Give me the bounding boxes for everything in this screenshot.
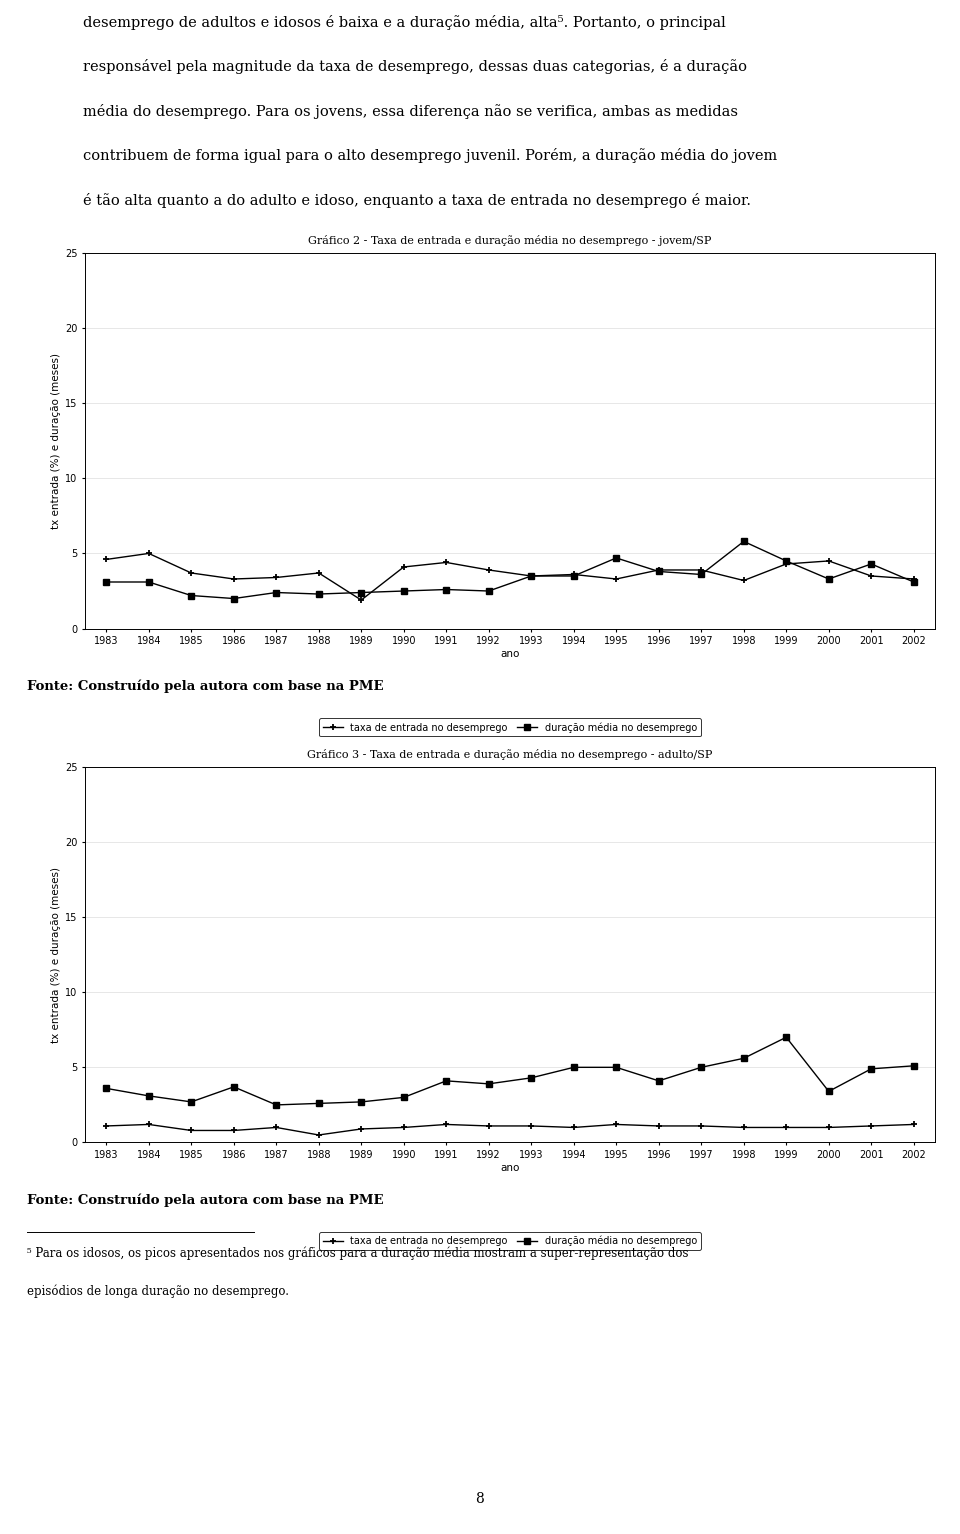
X-axis label: ano: ano	[500, 1163, 519, 1174]
Legend: taxa de entrada no desemprego, duração média no desemprego: taxa de entrada no desemprego, duração m…	[320, 1232, 701, 1250]
Text: é tão alta quanto a do adulto e idoso, enquanto a taxa de entrada no desemprego : é tão alta quanto a do adulto e idoso, e…	[84, 193, 751, 209]
Text: contribuem de forma igual para o alto desemprego juvenil. Porém, a duração média: contribuem de forma igual para o alto de…	[84, 149, 778, 164]
Text: Fonte: Construído pela autora com base na PME: Fonte: Construído pela autora com base n…	[28, 680, 384, 693]
Title: Gráfico 2 - Taxa de entrada e duração média no desemprego - jovem/SP: Gráfico 2 - Taxa de entrada e duração mé…	[308, 235, 711, 247]
Title: Gráfico 3 - Taxa de entrada e duração média no desemprego - adulto/SP: Gráfico 3 - Taxa de entrada e duração mé…	[307, 749, 712, 761]
Y-axis label: tx entrada (%) e duração (meses): tx entrada (%) e duração (meses)	[51, 867, 60, 1043]
Text: ⁵ Para os idosos, os picos apresentados nos gráficos para a duração média mostra: ⁵ Para os idosos, os picos apresentados …	[28, 1247, 689, 1261]
Text: 8: 8	[475, 1493, 485, 1506]
Text: episódios de longa duração no desemprego.: episódios de longa duração no desemprego…	[28, 1284, 289, 1298]
Legend: taxa de entrada no desemprego, duração média no desemprego: taxa de entrada no desemprego, duração m…	[320, 718, 701, 736]
Text: Fonte: Construído pela autora com base na PME: Fonte: Construído pela autora com base n…	[28, 1193, 384, 1207]
Text: desemprego de adultos e idosos é baixa e a duração média, alta⁵. Portanto, o pri: desemprego de adultos e idosos é baixa e…	[84, 15, 726, 31]
X-axis label: ano: ano	[500, 649, 519, 660]
Text: média do desemprego. Para os jovens, essa diferença não se verifica, ambas as me: média do desemprego. Para os jovens, ess…	[84, 104, 738, 120]
Text: responsável pela magnitude da taxa de desemprego, dessas duas categorias, é a du: responsável pela magnitude da taxa de de…	[84, 60, 747, 75]
Y-axis label: tx entrada (%) e duração (meses): tx entrada (%) e duração (meses)	[51, 353, 60, 529]
